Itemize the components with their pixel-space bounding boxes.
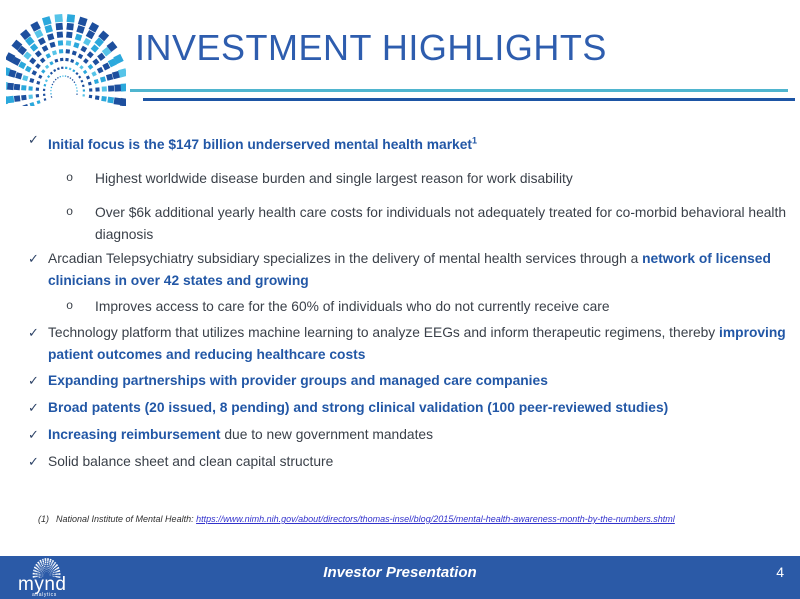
bullet-reimbursement: ✓ Increasing reimbursement due to new go… <box>28 424 790 446</box>
mynd-spiral-logo-icon <box>32 558 61 578</box>
mynd-footer-logo: mynd analytics <box>18 555 78 599</box>
footnote-text: National Institute of Mental Health: <box>56 514 197 524</box>
check-icon: ✓ <box>28 324 39 340</box>
check-icon: ✓ <box>28 399 39 415</box>
footnote: (1) National Institute of Mental Health: … <box>38 514 675 524</box>
bullet-text-highlight: Increasing reimbursement <box>48 426 221 442</box>
bullet-text: Initial focus is the $147 billion unders… <box>48 136 472 152</box>
bullet-text: due to new government mandates <box>220 426 433 442</box>
sub-bullet-text: Improves access to care for the 60% of i… <box>95 298 610 314</box>
page-number: 4 <box>776 564 784 580</box>
circle-bullet-icon: o <box>66 204 74 219</box>
title-rule-teal <box>130 89 788 92</box>
footer-logo-text: mynd <box>18 574 67 595</box>
check-icon: ✓ <box>28 372 39 388</box>
sub-bullet-disease-burden: o Highest worldwide disease burden and s… <box>28 168 790 190</box>
circle-bullet-icon: o <box>66 298 74 313</box>
bullet-text-highlight: network of licensed clinicians in over 4… <box>48 250 771 288</box>
bullet-arcadian: ✓ Arcadian Telepsychiatry subsidiary spe… <box>28 248 790 292</box>
bullet-patents: ✓ Broad patents (20 issued, 8 pending) a… <box>28 397 790 419</box>
sub-bullet-extra-costs: o Over $6k additional yearly health care… <box>28 202 790 246</box>
bullet-text-highlight: Expanding partnerships with provider gro… <box>48 372 548 388</box>
sub-bullet-text: Over $6k additional yearly health care c… <box>95 204 787 242</box>
check-icon: ✓ <box>28 426 39 442</box>
check-icon: ✓ <box>28 250 39 266</box>
page-title: INVESTMENT HIGHLIGHTS <box>135 27 607 68</box>
footnote-ref: 1 <box>472 135 478 145</box>
bullet-text: Arcadian Telepsychiatry subsidiary speci… <box>48 250 643 266</box>
footnote-link[interactable]: https://www.nimh.nih.gov/about/directors… <box>196 514 675 524</box>
footer-logo-subtext: analytics <box>32 592 57 598</box>
bullet-partnerships: ✓ Expanding partnerships with provider g… <box>28 370 790 392</box>
bullet-text: Technology platform that utilizes machin… <box>48 324 720 340</box>
footer-presentation-label: Investor Presentation <box>323 564 477 581</box>
sub-bullet-text: Highest worldwide disease burden and sin… <box>95 170 573 186</box>
mynd-spiral-logo-icon <box>6 14 126 106</box>
title-rule-blue <box>143 98 795 101</box>
footnote-label: (1) <box>38 514 49 524</box>
bullet-list: ✓ Initial focus is the $147 billion unde… <box>28 129 790 478</box>
bullet-balance-sheet: ✓ Solid balance sheet and clean capital … <box>28 451 790 473</box>
bullet-text: Solid balance sheet and clean capital st… <box>48 453 334 469</box>
check-icon: ✓ <box>28 132 39 147</box>
bullet-text-highlight: improving patient outcomes and reducing … <box>48 324 786 362</box>
circle-bullet-icon: o <box>66 170 74 185</box>
bullet-technology: ✓ Technology platform that utilizes mach… <box>28 322 790 366</box>
footer-bar: mynd analytics Investor Presentation 4 <box>0 556 800 599</box>
check-icon: ✓ <box>28 453 39 469</box>
bullet-initial-focus: ✓ Initial focus is the $147 billion unde… <box>28 129 790 156</box>
sub-bullet-access: o Improves access to care for the 60% of… <box>28 296 790 318</box>
bullet-text-highlight: Broad patents (20 issued, 8 pending) and… <box>48 399 669 415</box>
